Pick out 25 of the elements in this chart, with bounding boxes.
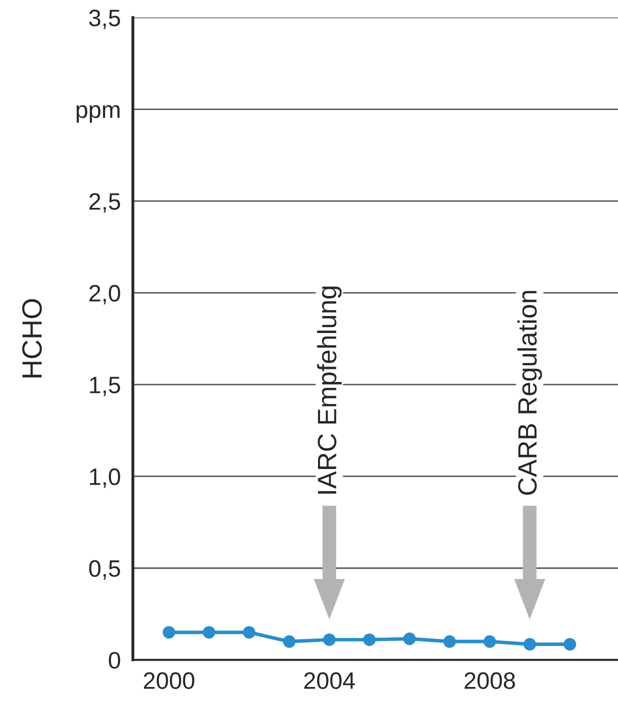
y-tick-label: 0 [108,652,120,669]
annotation: IARC Empfehlung [317,286,342,494]
annotation: CARB Regulation [517,290,542,495]
point [202,626,216,639]
point [564,638,576,651]
point [282,635,296,648]
point [443,635,456,648]
y-tick-label: 0,5 [89,560,120,580]
y-tick-label: 1,0 [90,468,120,488]
y-tick-label: 1,5 [90,376,120,396]
y-tick-label: ppm [76,105,120,123]
y-tick-label: 3,5 [89,10,120,30]
point [323,633,336,646]
y-tick-label: 2,0 [89,284,120,304]
point [524,638,536,651]
y-tick-label: 2,5 [89,193,120,213]
point [242,626,256,639]
x-tick-label: 2008 [464,672,515,690]
point [403,632,416,646]
x-tick-label: 2004 [304,672,355,690]
point [162,626,176,639]
point [483,635,496,648]
y-axis-title: HCHO [22,299,42,378]
x-tick-label: 2000 [144,672,194,690]
point [363,633,376,646]
